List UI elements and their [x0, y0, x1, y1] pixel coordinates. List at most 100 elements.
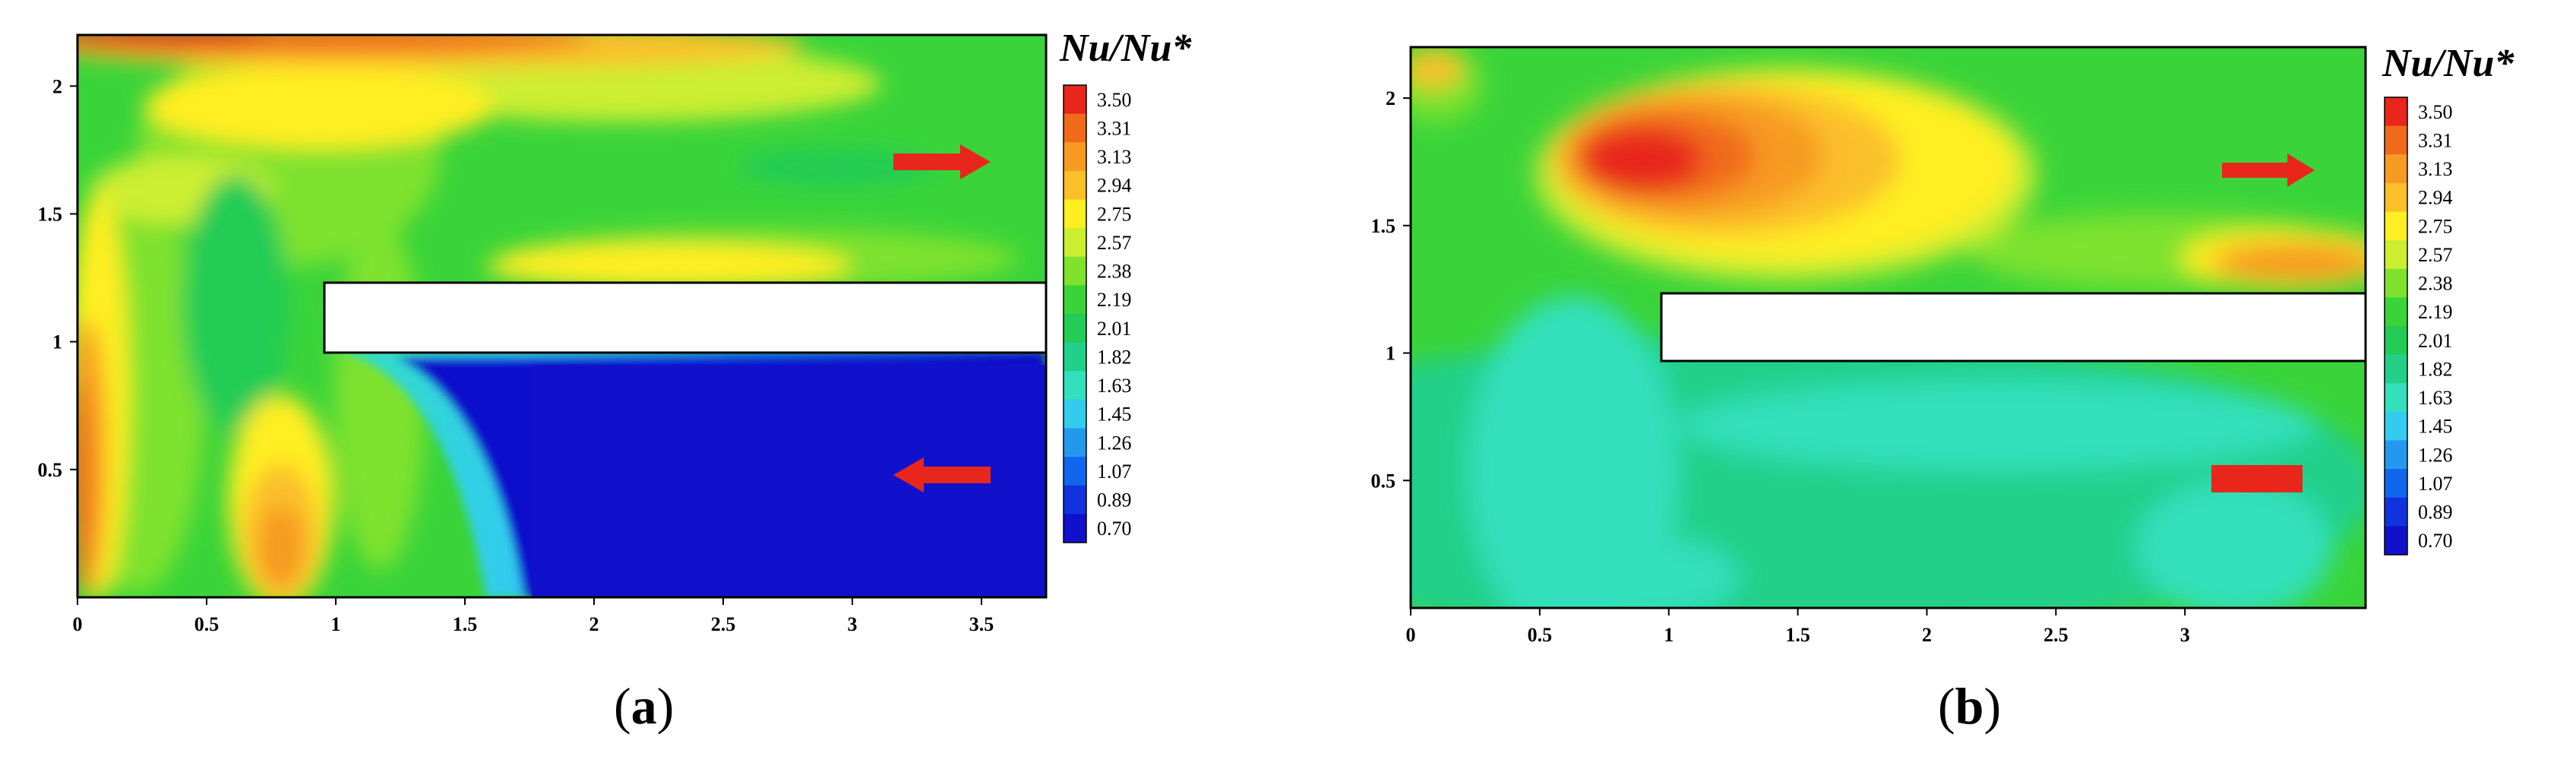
obstacle-slab-a	[323, 281, 1048, 354]
contour-panel-a: 0 0.5 1 1.5 2 2.5 3 3.5 0.5 1 1.5 2 Nu/Nu* 3.50 3.31 3…	[0, 0, 1276, 766]
colorbar-swatch	[2385, 125, 2407, 155]
colorbar-label: 2.38	[1097, 261, 1132, 283]
colorbar-swatch	[1064, 228, 1086, 258]
x-tick-label: 0.5	[194, 613, 220, 635]
y-tick-label: 0.5	[38, 459, 63, 481]
colorbar-swatch	[2385, 240, 2407, 270]
colorbar-swatch	[1064, 142, 1086, 172]
colorbar-label: 2.01	[2418, 330, 2453, 352]
colorbar-label: 1.07	[1097, 461, 1132, 483]
colorbar-swatch	[1064, 170, 1086, 200]
y-tick-label: 1	[52, 331, 62, 353]
x-tick-label: 0	[1406, 624, 1416, 646]
y-tick-label: 2	[52, 75, 62, 97]
plot-frame-b	[1409, 46, 2367, 609]
colorbar-label: 2.94	[1097, 175, 1132, 197]
colorbar-label: 1.82	[2418, 358, 2453, 380]
plot-frame-a	[76, 33, 1048, 599]
x-tick-label: 3	[2180, 624, 2190, 646]
colorbar-label: 3.31	[1097, 117, 1132, 139]
colorbar-title: Nu/Nu*	[1059, 27, 1192, 70]
contour-panel-b: 0 0.5 1 1.5 2 2.5 3 0.5 1 1.5 2 Nu/Nu* 3.50 3.31 3.13…	[1300, 0, 2576, 766]
colorbar-label: 0.70	[2418, 530, 2453, 552]
colorbar-title: Nu/Nu*	[2382, 42, 2514, 85]
x-tick-label: 2	[1922, 624, 1932, 646]
colorbar-label: 3.50	[2418, 101, 2453, 123]
axes-b: 0 0.5 1 1.5 2 2.5 3 0.5 1 1.5 2	[1371, 87, 2190, 646]
x-tick-label: 0.5	[1528, 624, 1553, 646]
colorbar-swatch	[1064, 428, 1086, 457]
colorbar-label: 1.63	[2418, 387, 2453, 409]
colorbar-swatch	[2385, 469, 2407, 499]
x-tick-label: 3	[848, 613, 858, 635]
x-tick-label: 2.5	[711, 613, 736, 635]
colorbar-label: 0.70	[1097, 518, 1132, 540]
colorbar-label: 2.94	[2418, 187, 2453, 209]
colorbar-a: Nu/Nu* 3.50 3.31 3.13 2.94 2.75 2.57 2.38 2.19 2.…	[1059, 27, 1192, 543]
colorbar-b: Nu/Nu* 3.50 3.31 3.13 2.94 2.75 2.57 2.38 2.19 2.…	[2382, 42, 2514, 556]
colorbar-swatch	[1064, 314, 1086, 343]
colorbar-swatch	[1064, 371, 1086, 400]
colorbar-label: 2.38	[2418, 273, 2453, 295]
colorbar-label: 1.45	[1097, 404, 1132, 426]
colorbar-label: 3.50	[1097, 89, 1132, 111]
x-tick-label: 1.5	[1785, 624, 1810, 646]
colorbar-swatch	[2385, 268, 2407, 298]
y-tick-label: 0.5	[1371, 470, 1396, 492]
colorbar-swatch	[1064, 514, 1086, 543]
flow-arrow-left-a	[893, 457, 991, 492]
colorbar-swatch	[1064, 199, 1086, 229]
colorbar-swatch	[2385, 297, 2407, 327]
colorbar-label: 1.26	[1097, 432, 1132, 454]
contour-field-a	[77, 35, 1046, 597]
colorbar-label: 2.19	[1097, 289, 1132, 311]
colorbar-label: 1.82	[1097, 346, 1132, 368]
y-tick-label: 1.5	[1371, 215, 1396, 237]
colorbar-swatch	[1064, 113, 1086, 143]
colorbar-swatch	[2385, 354, 2407, 384]
colorbar-label: 1.63	[1097, 375, 1132, 397]
colorbar-label: 2.75	[1097, 203, 1132, 225]
x-tick-label: 0	[73, 613, 83, 635]
axes-a: 0 0.5 1 1.5 2 2.5 3 3.5 0.5 1 1.5 2	[38, 75, 994, 635]
colorbar-swatch	[1064, 485, 1086, 514]
caption-b: (b)	[1938, 677, 2002, 735]
colorbar-label: 1.07	[2418, 473, 2453, 495]
colorbar-label: 2.01	[1097, 318, 1132, 340]
x-tick-label: 1	[1664, 624, 1674, 646]
colorbar-swatch	[2385, 97, 2407, 127]
colorbar-swatch	[1064, 457, 1086, 486]
colorbar-swatch	[2385, 440, 2407, 470]
colorbar-swatch	[1064, 285, 1086, 315]
x-tick-label: 2.5	[2043, 624, 2069, 646]
flow-arrow-right-a	[893, 144, 991, 179]
x-tick-label: 3.5	[969, 613, 994, 635]
colorbar-swatch	[2385, 326, 2407, 356]
contour-plot-a: 0 0.5 1 1.5 2 2.5 3 3.5 0.5 1 1.5 2 Nu/Nu* 3.50 3.31 3…	[38, 27, 1193, 635]
colorbar-label: 1.45	[2418, 416, 2453, 438]
colorbar-swatch	[2385, 182, 2407, 212]
obstacle-slab-b	[1660, 292, 2367, 362]
colorbar-label: 2.19	[2418, 301, 2453, 323]
colorbar-swatch	[1064, 256, 1086, 286]
colorbar-swatch	[1064, 342, 1086, 372]
colorbar-swatch	[1064, 85, 1086, 115]
colorbar-label: 3.31	[2418, 129, 2453, 151]
contour-plot-b: 0 0.5 1 1.5 2 2.5 3 0.5 1 1.5 2 Nu/Nu* 3.50 3.31 3.13…	[1371, 42, 2515, 646]
colorbar-label: 2.57	[2418, 244, 2453, 266]
colorbar-label: 0.89	[2418, 502, 2453, 524]
flow-arrow-right-b	[2222, 154, 2315, 187]
colorbar-label: 3.13	[2418, 158, 2453, 180]
colorbar-frame	[1063, 84, 1087, 543]
y-tick-label: 1.5	[38, 203, 63, 225]
colorbar-label: 1.26	[2418, 444, 2453, 466]
colorbar-swatch	[2385, 411, 2407, 441]
y-tick-label: 1	[1386, 343, 1395, 365]
colorbar-label: 2.75	[2418, 215, 2453, 237]
colorbar-label: 3.13	[1097, 146, 1132, 168]
colorbar-label: 0.89	[1097, 489, 1132, 511]
caption-a: (a)	[614, 677, 675, 735]
colorbar-frame	[2384, 97, 2408, 556]
x-tick-label: 2	[589, 613, 599, 635]
colorbar-swatch	[2385, 497, 2407, 527]
